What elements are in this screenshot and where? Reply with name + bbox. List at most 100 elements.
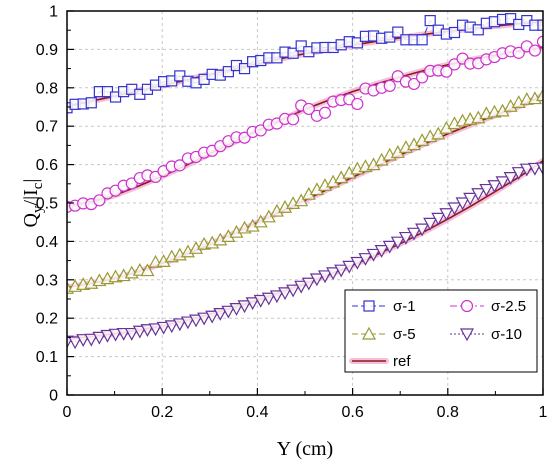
series-group bbox=[67, 162, 543, 350]
x-axis-title: Y (cm) bbox=[277, 438, 333, 460]
y-tick-label: 0.2 bbox=[36, 311, 58, 328]
series-group bbox=[67, 35, 543, 213]
data-point bbox=[164, 320, 179, 334]
y-axis-title-mid: /|I bbox=[20, 189, 42, 205]
data-point bbox=[76, 334, 91, 347]
data-point bbox=[180, 316, 195, 330]
data-point bbox=[455, 197, 470, 211]
y-tick-labels: 0 0.1 0.2 0.3 0.4 0.5 0.6 0.7 0.8 0.9 1 bbox=[36, 4, 58, 405]
data-point bbox=[287, 113, 300, 126]
legend-label: ref bbox=[393, 353, 411, 370]
data-point bbox=[317, 270, 333, 284]
data-point bbox=[472, 24, 484, 36]
data-point bbox=[213, 307, 228, 321]
data-point bbox=[398, 231, 413, 245]
data-point bbox=[439, 208, 454, 222]
data-point bbox=[92, 331, 107, 345]
data-point bbox=[132, 325, 147, 339]
data-point bbox=[140, 324, 155, 337]
y-axis-title-end: | bbox=[20, 179, 42, 183]
data-point bbox=[269, 290, 284, 304]
data-point bbox=[326, 267, 341, 281]
data-point bbox=[407, 77, 421, 91]
legend-label: σ-10 bbox=[491, 326, 522, 343]
y-tick-label: 0.9 bbox=[36, 42, 58, 59]
data-point bbox=[447, 202, 462, 216]
data-point bbox=[140, 263, 155, 277]
data-point bbox=[495, 176, 510, 190]
y-tick-label: 0.7 bbox=[36, 119, 58, 136]
data-point bbox=[487, 180, 502, 193]
data-point bbox=[351, 37, 363, 49]
y-tick-label: 0.5 bbox=[36, 196, 58, 213]
data-point bbox=[100, 329, 115, 343]
data-point bbox=[536, 35, 543, 48]
data-point bbox=[471, 188, 486, 202]
data-point bbox=[124, 327, 139, 341]
data-point bbox=[342, 260, 357, 274]
data-point bbox=[392, 26, 404, 38]
data-point bbox=[295, 40, 307, 52]
y-tick-label: 1 bbox=[49, 4, 58, 21]
data-point bbox=[271, 52, 283, 64]
y-tick-label: 0.1 bbox=[36, 349, 58, 366]
data-point bbox=[390, 236, 405, 250]
data-point bbox=[423, 217, 438, 231]
data-point bbox=[512, 46, 525, 59]
y-tick-label: 0.4 bbox=[36, 234, 58, 251]
x-tick-label: 0.6 bbox=[341, 404, 363, 421]
data-point bbox=[511, 167, 526, 180]
legend-swatch-marker bbox=[460, 299, 474, 313]
data-point bbox=[149, 170, 162, 183]
data-point bbox=[294, 280, 309, 294]
data-point bbox=[253, 294, 268, 308]
data-point bbox=[415, 71, 429, 84]
data-point bbox=[84, 333, 99, 347]
y-tick-label: 0.8 bbox=[36, 80, 58, 97]
legend-swatch-marker bbox=[363, 300, 375, 312]
data-point bbox=[222, 66, 234, 78]
y-axis-title-sub-c: c bbox=[30, 182, 46, 189]
data-point bbox=[415, 223, 430, 237]
data-point bbox=[261, 292, 276, 306]
data-point bbox=[535, 88, 543, 102]
data-point bbox=[431, 212, 446, 226]
data-point bbox=[424, 15, 436, 27]
data-point bbox=[294, 193, 309, 207]
data-point bbox=[173, 159, 186, 172]
series-group bbox=[67, 13, 543, 114]
x-tick-labels: 0 0.2 0.4 0.6 0.8 1 bbox=[63, 404, 548, 421]
data-point bbox=[350, 256, 365, 270]
x-tick-label: 0 bbox=[63, 404, 72, 421]
data-point bbox=[197, 312, 212, 326]
data-point bbox=[351, 97, 364, 111]
data-point bbox=[277, 287, 293, 301]
legend-label: σ-2.5 bbox=[491, 298, 526, 315]
data-point bbox=[527, 162, 542, 176]
data-point bbox=[334, 264, 349, 278]
data-point bbox=[309, 273, 324, 287]
data-point bbox=[358, 253, 373, 266]
data-point bbox=[108, 328, 123, 342]
data-point bbox=[448, 58, 461, 71]
data-point bbox=[238, 62, 251, 75]
data-point bbox=[221, 305, 236, 319]
y-axis-title-q: Q bbox=[20, 212, 42, 227]
data-point bbox=[318, 106, 332, 119]
legend: σ-1 σ-2.5 σ-5 σ-10 ref bbox=[344, 289, 538, 373]
x-tick-label: 0.4 bbox=[246, 404, 268, 421]
data-point bbox=[148, 323, 163, 337]
x-tick-label: 0.8 bbox=[437, 404, 459, 421]
data-point bbox=[68, 336, 83, 350]
axis-ticks bbox=[66, 10, 544, 396]
data-point bbox=[406, 227, 422, 241]
data-point bbox=[172, 318, 187, 332]
data-point bbox=[287, 47, 299, 59]
data-point bbox=[374, 245, 389, 258]
x-tick-label: 1 bbox=[539, 404, 548, 421]
data-point bbox=[366, 248, 381, 262]
data-point bbox=[505, 13, 517, 25]
data-point bbox=[537, 19, 543, 31]
data-point bbox=[448, 26, 461, 39]
